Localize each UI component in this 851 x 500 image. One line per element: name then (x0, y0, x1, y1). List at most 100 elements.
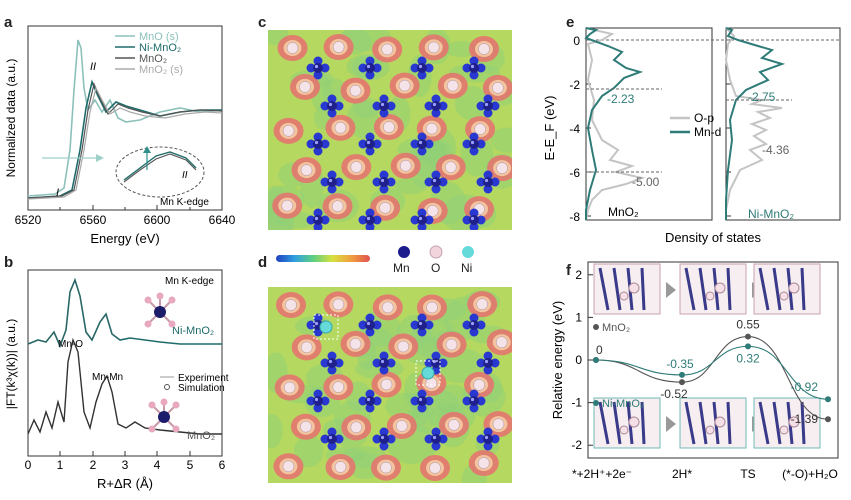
mn-atom-highlight (314, 216, 319, 221)
map-mn-lobe (410, 215, 420, 225)
o-atom (473, 379, 485, 391)
o-atom (332, 298, 345, 311)
map-mn-lobe (469, 313, 479, 323)
map-mn-lobe (469, 327, 479, 337)
map-mn-lobe (417, 403, 427, 413)
o-atom (429, 462, 441, 474)
map-mn-lobe (365, 208, 375, 218)
mn-atom-icon (398, 246, 410, 258)
mn-atom-highlight (432, 435, 437, 440)
map-mn-lobe (365, 132, 375, 142)
map-mn-lobe (417, 208, 427, 218)
mn-atom-highlight (328, 178, 333, 183)
edge-label-b: Mn K-edge (165, 276, 214, 287)
o-atom (478, 457, 490, 469)
o-atom (492, 418, 505, 430)
map-blob (294, 434, 324, 468)
mn-atom (483, 358, 493, 368)
mn-atom (313, 396, 323, 406)
ni-site-box (415, 360, 441, 386)
map-mn-lobe (483, 184, 493, 194)
legend-item: Ni-MnO₂ (139, 42, 181, 54)
map-mn-lobe (424, 434, 434, 444)
panel-label-f: f (566, 262, 571, 279)
bond (684, 401, 696, 445)
map-mn-lobe (462, 215, 472, 225)
map-mn-lobe (372, 396, 382, 406)
series-line-mno2 (595, 336, 829, 420)
map-mn-lobe (424, 358, 434, 368)
title-right: Ni-MnO₂ (748, 207, 794, 221)
map-mn-lobe (379, 94, 389, 104)
mn-atom-highlight (380, 359, 385, 364)
mn-atom-highlight (432, 102, 437, 107)
o-atom (300, 341, 313, 354)
dband-right: -2.75 (748, 90, 776, 104)
map-mn-lobe (320, 139, 330, 149)
map-mn-lobe (424, 320, 434, 330)
dos-chart: 0 -2 -4 -6 -8 E-E_F (eV) Density of stat… (542, 27, 841, 245)
legend-op: O-p (694, 111, 714, 125)
map-mn-lobe (476, 177, 486, 187)
xtick: 6640 (209, 213, 236, 227)
map-mn-lobe (469, 403, 479, 413)
data-label: 0.55 (736, 318, 760, 332)
bond (726, 401, 732, 445)
data-point (745, 333, 751, 340)
o-atom (628, 416, 640, 428)
o-atom (281, 199, 293, 212)
xtick: 1 (57, 458, 64, 472)
legend-dot-mno2 (593, 324, 599, 330)
map-mn-lobe (483, 351, 493, 361)
mn-atom (313, 139, 323, 149)
map-mn-lobe (358, 63, 368, 73)
mn-atom (365, 139, 375, 149)
colorbar (276, 255, 370, 262)
mno6-icon-top (144, 292, 176, 328)
map-mn-lobe (306, 63, 316, 73)
map-mn-lobe (386, 177, 396, 187)
map-mn-lobe (462, 139, 472, 149)
dos-op-right (724, 27, 783, 220)
edge-label-a: Mn K-edge (160, 197, 209, 208)
ytick: 2 (575, 268, 582, 282)
atom-label-mn: Mn (393, 261, 410, 275)
o-atom (426, 301, 438, 314)
mn-atom (417, 215, 427, 225)
panel-b: b 0 1 2 3 4 5 6 R+ΔR (Å) |FT(k³χ(k))| (a… (0, 252, 250, 495)
xanes-chart: 6520 6560 6600 6640 Energy (eV) Normaliz… (4, 25, 236, 246)
map-mn-lobe (365, 327, 375, 337)
mn-atom (379, 101, 389, 111)
map-mn-lobe (476, 396, 486, 406)
o-atom (714, 416, 726, 428)
mn-atom-highlight (484, 102, 489, 107)
xtick: 3 (122, 458, 129, 472)
bond (640, 401, 646, 445)
mn-atom (469, 320, 479, 330)
bond (800, 267, 806, 311)
map-mn-lobe (358, 139, 368, 149)
sample-bottom: MnO₂ (187, 430, 215, 442)
mn-atom (417, 320, 427, 330)
curve-mno-s (27, 39, 223, 197)
x-axis-label: R+ΔR (Å) (97, 476, 153, 491)
map-mn-lobe (365, 313, 375, 323)
structure-thumbnail (593, 263, 661, 315)
o-atom (349, 338, 362, 350)
map-mn-lobe (424, 101, 434, 111)
ytick: -4 (569, 122, 580, 136)
exafs-chart: 0 1 2 3 4 5 6 R+ΔR (Å) |FT(k³χ(k))| (a.u… (4, 269, 229, 491)
o-atom (426, 122, 438, 135)
mn-atom-highlight (484, 359, 489, 364)
mn-atom (313, 215, 323, 225)
mn-atom-highlight (314, 140, 319, 145)
map-mn-lobe (320, 177, 330, 187)
panel-label-d: d (258, 254, 268, 271)
o-atom (334, 461, 347, 473)
mn-atom (327, 434, 337, 444)
map-mn-lobe (306, 320, 316, 330)
mn-atom-highlight (366, 397, 371, 402)
bond (598, 267, 610, 311)
o-atom (331, 200, 344, 212)
map-mn-lobe (365, 389, 375, 399)
